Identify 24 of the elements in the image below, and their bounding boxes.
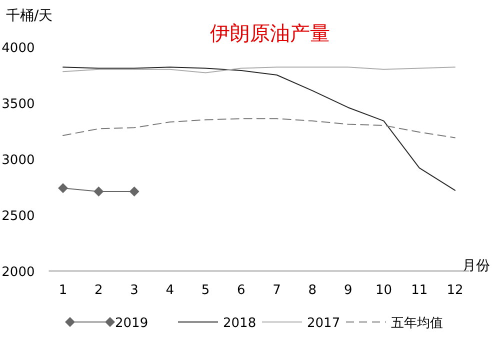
x-tick-label: 4 <box>166 283 174 298</box>
y-tick-label: 3000 <box>2 153 35 168</box>
legend-label: 2018 <box>223 316 256 331</box>
x-tick-label: 1 <box>58 283 68 298</box>
chart-title: 伊朗原油产量 <box>210 21 330 45</box>
y-tick-label: 2500 <box>2 209 35 224</box>
y-axis-title: 千桶/天 <box>6 8 53 24</box>
x-tick-label: 2 <box>94 283 103 298</box>
legend-label: 2017 <box>307 316 340 331</box>
legend-label: 2019 <box>115 316 148 331</box>
x-tick-label: 5 <box>201 283 210 298</box>
x-tick-label: 7 <box>272 283 281 298</box>
x-tick-label: 8 <box>308 283 317 298</box>
legend-label: 五年均值 <box>391 316 443 331</box>
x-tick-label: 12 <box>446 283 464 298</box>
x-tick-label: 3 <box>130 283 138 298</box>
x-axis-title: 月份 <box>462 258 490 274</box>
y-tick-label: 4000 <box>2 41 35 56</box>
x-tick-label: 10 <box>375 283 392 298</box>
y-tick-label: 2000 <box>2 265 35 280</box>
x-tick-label: 6 <box>237 283 246 298</box>
y-tick-label: 3500 <box>2 97 35 112</box>
x-tick-label: 9 <box>344 283 352 298</box>
x-tick-label: 11 <box>411 283 428 298</box>
